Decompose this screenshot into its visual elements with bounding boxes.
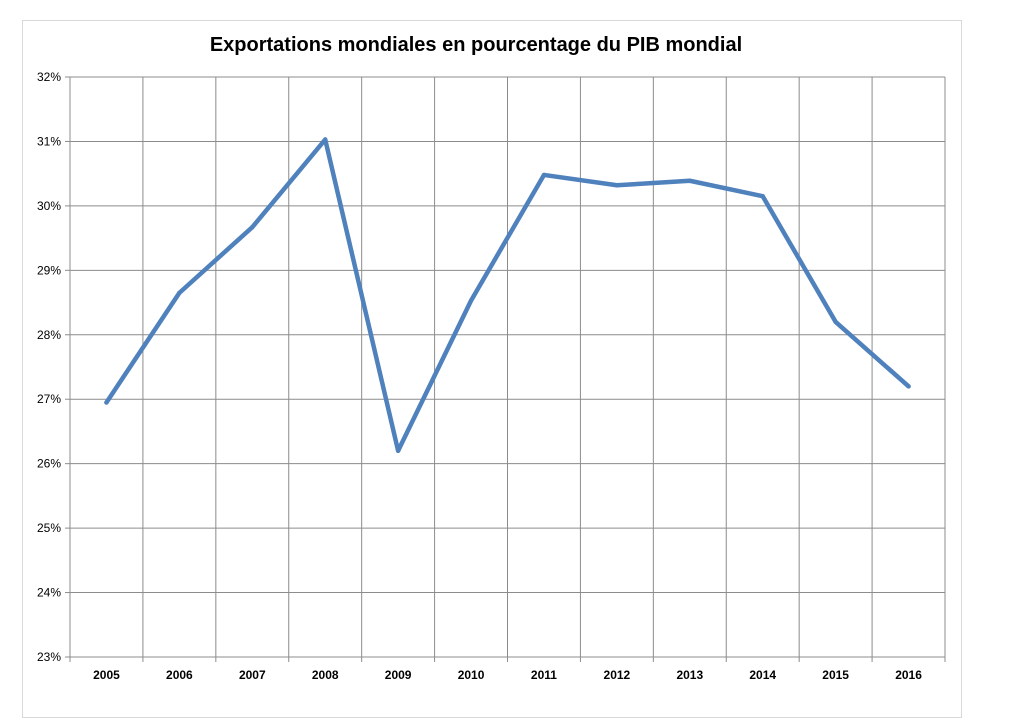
y-tick-label: 26% — [37, 457, 61, 471]
grid — [69, 76, 946, 658]
y-tick-label: 29% — [37, 263, 61, 277]
x-tick-label: 2011 — [531, 668, 557, 682]
x-tick-label: 2007 — [239, 668, 266, 682]
x-axis-ticks: 2005 2006 2007 2008 2009 2010 2011 2012 2013 2014… — [93, 668, 922, 682]
data-point — [395, 448, 401, 453]
x-tick-label: 2016 — [895, 668, 922, 682]
data-point — [760, 194, 765, 199]
x-tick-label: 2010 — [458, 668, 485, 682]
data-point — [177, 290, 182, 296]
data-point — [250, 224, 255, 230]
y-tick-label: 23% — [37, 650, 61, 664]
y-tick-label: 32% — [37, 70, 61, 84]
data-point — [468, 298, 474, 303]
x-tick-label: 2014 — [749, 668, 776, 682]
y-tick-label: 27% — [37, 392, 61, 406]
series — [104, 137, 911, 454]
x-tick-label: 2006 — [166, 668, 193, 682]
x-tick-label: 2012 — [604, 668, 631, 682]
y-tick-label: 28% — [37, 328, 61, 342]
y-axis-ticks: 23% 24% 25% 26% 27% 28% 29% 30% 31% 32% — [37, 70, 61, 664]
chart-title: Exportations mondiales en pourcentage du… — [210, 34, 742, 56]
x-tick-label: 2005 — [93, 668, 120, 682]
y-tick-label: 30% — [37, 199, 61, 213]
data-point — [104, 400, 109, 405]
y-tick-label: 31% — [37, 134, 61, 148]
x-tick-label: 2013 — [676, 668, 703, 682]
data-point — [906, 384, 911, 389]
data-point — [323, 137, 328, 142]
data-point — [614, 183, 620, 188]
axes — [65, 76, 946, 662]
series-line — [104, 137, 911, 454]
data-point — [833, 319, 838, 325]
data-point — [687, 178, 692, 183]
chart-frame — [22, 20, 962, 718]
y-tick-label: 25% — [37, 521, 61, 535]
x-tick-label: 2009 — [385, 668, 412, 682]
x-tick-label: 2015 — [822, 668, 849, 682]
x-tick-label: 2008 — [312, 668, 339, 682]
data-point — [541, 172, 547, 178]
y-tick-label: 24% — [37, 586, 61, 600]
